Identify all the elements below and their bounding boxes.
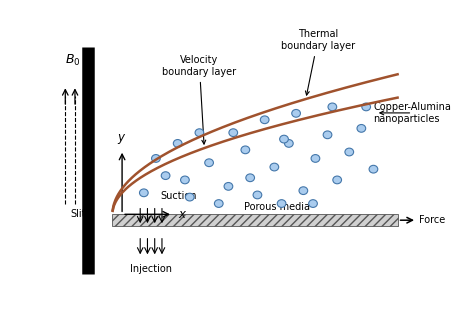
Text: Copper-Alumina
nanoparticles: Copper-Alumina nanoparticles bbox=[374, 102, 451, 124]
Circle shape bbox=[309, 200, 318, 207]
Circle shape bbox=[224, 183, 233, 190]
Circle shape bbox=[357, 125, 366, 132]
Circle shape bbox=[311, 155, 320, 162]
Circle shape bbox=[173, 140, 182, 147]
Circle shape bbox=[241, 146, 250, 154]
Text: Velocity
boundary layer: Velocity boundary layer bbox=[163, 55, 237, 144]
Text: $y$: $y$ bbox=[118, 132, 127, 146]
Circle shape bbox=[185, 193, 194, 201]
Circle shape bbox=[277, 200, 286, 207]
Circle shape bbox=[205, 159, 213, 167]
Text: Slit: Slit bbox=[70, 209, 86, 219]
Circle shape bbox=[246, 174, 255, 182]
Circle shape bbox=[253, 191, 262, 199]
Circle shape bbox=[229, 129, 237, 136]
Text: Force: Force bbox=[419, 215, 446, 225]
Circle shape bbox=[161, 172, 170, 179]
Circle shape bbox=[345, 148, 354, 156]
Circle shape bbox=[214, 200, 223, 207]
Circle shape bbox=[369, 165, 378, 173]
Circle shape bbox=[139, 189, 148, 197]
Text: Suction: Suction bbox=[161, 191, 197, 201]
Circle shape bbox=[280, 135, 288, 143]
Text: Injection: Injection bbox=[130, 264, 172, 274]
Circle shape bbox=[195, 129, 204, 136]
Text: $B_0$: $B_0$ bbox=[65, 53, 81, 68]
Circle shape bbox=[284, 140, 293, 147]
Circle shape bbox=[333, 176, 342, 184]
Text: $x$: $x$ bbox=[178, 208, 187, 221]
Text: Porous media: Porous media bbox=[244, 202, 310, 212]
Circle shape bbox=[152, 155, 160, 162]
Circle shape bbox=[323, 131, 332, 139]
Circle shape bbox=[270, 163, 279, 171]
Text: Thermal
boundary layer: Thermal boundary layer bbox=[281, 30, 355, 95]
Circle shape bbox=[328, 103, 337, 111]
Circle shape bbox=[260, 116, 269, 124]
Circle shape bbox=[362, 103, 371, 111]
Circle shape bbox=[181, 176, 189, 184]
Circle shape bbox=[299, 187, 308, 195]
Bar bbox=[112, 214, 398, 226]
Circle shape bbox=[292, 109, 301, 117]
